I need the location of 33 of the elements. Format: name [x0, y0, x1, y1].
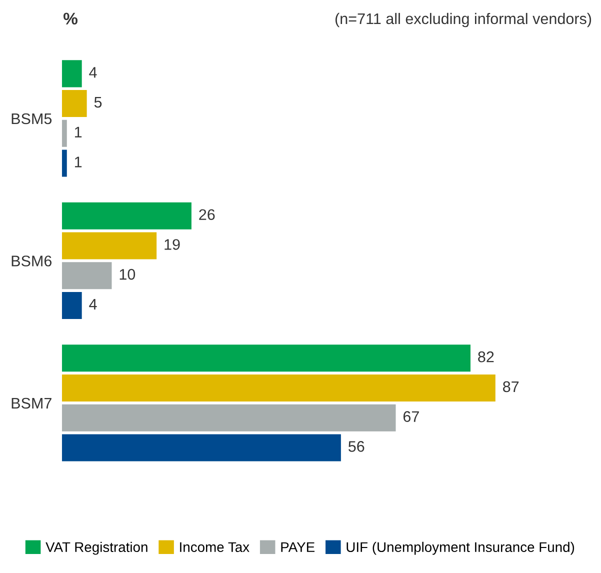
bar: [62, 344, 470, 372]
chart-title: %: [64, 12, 78, 24]
legend-label: VAT Registration: [46, 542, 148, 555]
legend-label: Income Tax: [180, 542, 250, 552]
bar: [62, 434, 341, 462]
data-label: 26: [199, 209, 215, 220]
bar: [62, 60, 82, 88]
bar: [62, 202, 192, 230]
bar: [62, 90, 87, 118]
data-label: 87: [503, 381, 519, 392]
bar: [62, 232, 157, 260]
bar: [62, 150, 67, 177]
bar: [62, 120, 67, 147]
data-label: 82: [478, 351, 494, 362]
bar: [62, 404, 396, 432]
data-label: 19: [164, 239, 180, 250]
data-label: 4: [89, 298, 97, 310]
text: (n=711 all excluding informal vendors): [335, 12, 592, 28]
data-label: 1: [74, 156, 82, 168]
bar: [62, 374, 496, 402]
data-label: 5: [94, 96, 102, 108]
data-label: 56: [348, 441, 364, 452]
y-tick-label: BSM7: [12, 398, 52, 409]
legend-label: UIF (Unemployment Insurance Fund): [346, 542, 574, 555]
data-label: 1: [74, 126, 82, 138]
legend-label: PAYE: [281, 542, 315, 552]
data-label: 67: [403, 411, 419, 422]
y-tick-label: BSM5: [12, 113, 52, 124]
y-tick-label: BSM6: [12, 256, 52, 266]
data-label: 10: [120, 268, 136, 280]
data-label: 4: [89, 67, 97, 78]
bar: [62, 292, 82, 320]
bar: [62, 262, 112, 290]
